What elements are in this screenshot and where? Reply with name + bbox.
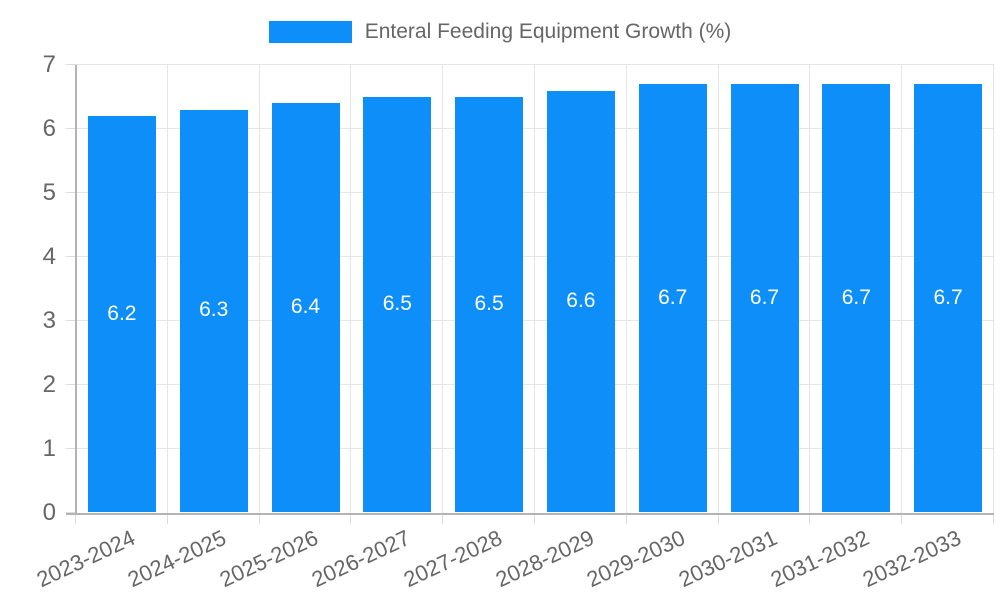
bar-value-label: 6.6 bbox=[566, 288, 596, 312]
x-tick-mark bbox=[993, 513, 994, 524]
y-tick-label: 7 bbox=[42, 51, 56, 78]
y-tick-label: 0 bbox=[42, 499, 56, 526]
bar bbox=[87, 116, 156, 512]
x-tick-label: 2031-2032 bbox=[766, 525, 873, 593]
bar-value-label: 6.4 bbox=[290, 295, 321, 319]
bar bbox=[455, 97, 524, 512]
x-tick-mark bbox=[625, 513, 627, 524]
x-tick-mark bbox=[534, 513, 535, 524]
bar bbox=[271, 103, 340, 512]
x-tick-label: 2029-2030 bbox=[583, 525, 690, 593]
gridline-horizontal bbox=[76, 256, 994, 257]
y-tick-label: 4 bbox=[42, 243, 56, 270]
gridline-vertical bbox=[901, 65, 903, 513]
x-tick-label: 2030-2031 bbox=[675, 525, 782, 593]
x-tick-mark bbox=[717, 513, 719, 524]
x-tick-mark bbox=[166, 513, 168, 524]
legend-label: Enteral Feeding Equipment Growth (%) bbox=[364, 20, 732, 43]
y-tick-mark bbox=[66, 64, 76, 65]
gridline-horizontal bbox=[76, 448, 994, 449]
bar-value-label: 6.7 bbox=[933, 285, 963, 309]
gridline-vertical bbox=[993, 65, 994, 513]
x-tick-mark bbox=[75, 513, 76, 524]
x-tick-mark bbox=[442, 513, 444, 524]
y-tick-mark bbox=[66, 384, 76, 385]
x-tick-label: 2027-2028 bbox=[399, 525, 506, 593]
x-axis-line bbox=[66, 513, 994, 515]
gridline-vertical bbox=[350, 65, 352, 513]
y-tick-label: 3 bbox=[42, 307, 56, 334]
y-tick-mark bbox=[66, 192, 76, 193]
x-tick-label: 2024-2025 bbox=[124, 525, 231, 593]
y-axis-line bbox=[75, 65, 77, 513]
bar bbox=[638, 84, 707, 512]
x-tick-label: 2028-2029 bbox=[491, 525, 598, 593]
gridline-horizontal bbox=[76, 320, 994, 321]
y-tick-mark bbox=[66, 448, 76, 449]
y-tick-mark bbox=[66, 512, 76, 513]
gridline-vertical bbox=[442, 65, 444, 513]
bar-value-label: 6.3 bbox=[199, 298, 229, 322]
bar-value-label: 6.7 bbox=[658, 285, 688, 309]
y-tick-mark bbox=[66, 128, 76, 129]
x-tick-mark bbox=[809, 513, 811, 524]
gridline-vertical bbox=[534, 65, 535, 513]
x-tick-label: 2032-2033 bbox=[858, 525, 965, 593]
bar bbox=[546, 90, 615, 512]
bar-value-label: 6.7 bbox=[749, 285, 780, 309]
bar bbox=[179, 109, 248, 512]
x-tick-label: 2023-2024 bbox=[32, 525, 139, 593]
gridline-horizontal bbox=[76, 64, 994, 65]
legend-swatch bbox=[268, 21, 352, 43]
x-tick-label: 2026-2027 bbox=[307, 525, 414, 593]
gridline-vertical bbox=[625, 65, 627, 513]
bar-value-label: 6.7 bbox=[841, 285, 871, 309]
y-tick-label: 5 bbox=[42, 179, 56, 206]
bar bbox=[914, 84, 983, 512]
bar bbox=[822, 84, 891, 512]
y-tick-label: 2 bbox=[42, 371, 56, 398]
gridline-vertical bbox=[258, 65, 260, 513]
gridline-horizontal bbox=[76, 384, 994, 385]
y-tick-label: 1 bbox=[42, 435, 56, 462]
y-tick-mark bbox=[66, 256, 76, 257]
bar-value-label: 6.2 bbox=[107, 301, 137, 325]
gridline-vertical bbox=[166, 65, 168, 513]
chart-legend[interactable]: Enteral Feeding Equipment Growth (%) bbox=[0, 18, 1000, 46]
gridline-vertical bbox=[809, 65, 811, 513]
bar bbox=[730, 84, 799, 512]
x-tick-mark bbox=[258, 513, 260, 524]
x-tick-mark bbox=[901, 513, 903, 524]
gridline-vertical bbox=[717, 65, 719, 513]
y-tick-mark bbox=[66, 320, 76, 321]
bar-value-label: 6.5 bbox=[382, 292, 412, 315]
x-tick-mark bbox=[350, 513, 352, 524]
bar bbox=[363, 97, 432, 512]
x-tick-label: 2025-2026 bbox=[216, 525, 323, 593]
y-tick-label: 6 bbox=[42, 115, 56, 142]
gridline-horizontal bbox=[76, 128, 994, 129]
gridline-horizontal bbox=[76, 192, 994, 193]
bar-value-label: 6.5 bbox=[474, 292, 504, 315]
